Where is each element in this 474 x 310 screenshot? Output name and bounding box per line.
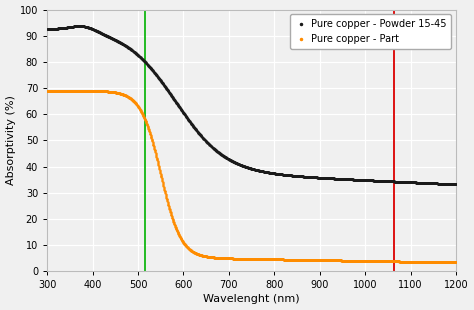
Pure copper - Part bbox=[44, 89, 50, 93]
X-axis label: Wavelenght (nm): Wavelenght (nm) bbox=[203, 294, 300, 304]
Pure copper - Powder 15-45 bbox=[299, 175, 304, 178]
Pure copper - Powder 15-45 bbox=[77, 24, 82, 28]
Pure copper - Part bbox=[158, 175, 164, 179]
Pure copper - Part bbox=[299, 258, 304, 262]
Pure copper - Part bbox=[414, 260, 420, 264]
Pure copper - Powder 15-45 bbox=[453, 183, 459, 186]
Line: Pure copper - Part: Pure copper - Part bbox=[46, 90, 457, 263]
Y-axis label: Absorptivity (%): Absorptivity (%) bbox=[6, 95, 16, 185]
Pure copper - Part bbox=[132, 100, 137, 104]
Pure copper - Powder 15-45 bbox=[132, 51, 138, 54]
Pure copper - Powder 15-45 bbox=[415, 181, 420, 184]
Pure copper - Powder 15-45 bbox=[44, 27, 50, 30]
Pure copper - Powder 15-45 bbox=[159, 80, 164, 83]
Legend: Pure copper - Powder 15-45, Pure copper - Part: Pure copper - Powder 15-45, Pure copper … bbox=[291, 15, 451, 49]
Pure copper - Part bbox=[453, 261, 459, 264]
Pure copper - Part bbox=[292, 258, 297, 262]
Pure copper - Powder 15-45 bbox=[453, 183, 459, 186]
Pure copper - Part bbox=[453, 261, 459, 264]
Pure copper - Powder 15-45 bbox=[292, 174, 297, 178]
Line: Pure copper - Powder 15-45: Pure copper - Powder 15-45 bbox=[46, 25, 457, 185]
